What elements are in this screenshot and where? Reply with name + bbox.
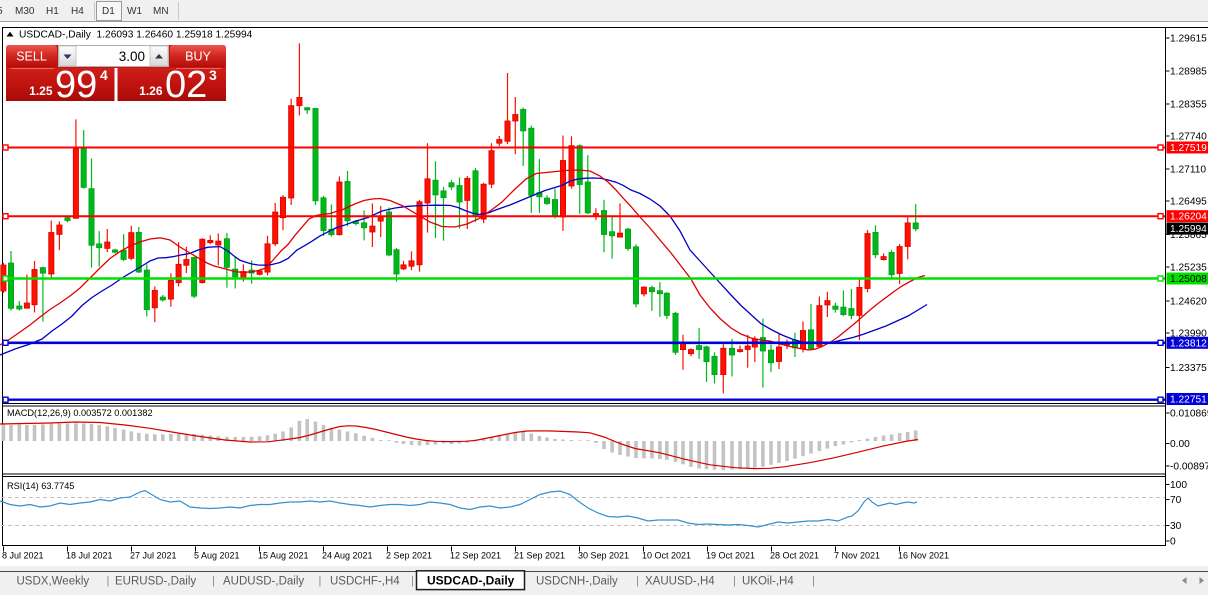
- svg-text:12 Sep 2021: 12 Sep 2021: [450, 551, 501, 561]
- svg-text:30 Sep 2021: 30 Sep 2021: [578, 551, 629, 561]
- svg-text:0.00: 0.00: [1170, 439, 1190, 450]
- svg-text:1.22751: 1.22751: [1170, 395, 1207, 406]
- svg-text:1.29615: 1.29615: [1170, 34, 1207, 45]
- svg-text:UKOil-,H4: UKOil-,H4: [742, 576, 794, 588]
- svg-text:USDCAD-,Daily: USDCAD-,Daily: [427, 574, 515, 588]
- svg-text:1.24620: 1.24620: [1170, 297, 1207, 308]
- svg-text:21 Sep 2021: 21 Sep 2021: [514, 551, 565, 561]
- svg-text:15 Aug 2021: 15 Aug 2021: [258, 551, 309, 561]
- svg-text:|: |: [212, 575, 215, 587]
- svg-text:5: 5: [0, 6, 3, 17]
- svg-text:BUY: BUY: [185, 50, 211, 64]
- svg-text:2 Sep 2021: 2 Sep 2021: [386, 551, 432, 561]
- svg-text:|: |: [319, 575, 322, 587]
- svg-text:W1: W1: [127, 6, 142, 17]
- svg-text:1.27110: 1.27110: [1170, 165, 1206, 176]
- svg-text:18 Jul 2021: 18 Jul 2021: [66, 551, 113, 561]
- svg-text:1.27740: 1.27740: [1170, 132, 1207, 143]
- svg-text:100: 100: [1170, 480, 1187, 491]
- svg-text:MN: MN: [153, 6, 169, 17]
- svg-text:4: 4: [100, 67, 108, 83]
- svg-text:1.26: 1.26: [139, 84, 163, 98]
- svg-text:RSI(14) 63.7745: RSI(14) 63.7745: [7, 481, 74, 491]
- svg-text:99: 99: [55, 64, 97, 106]
- svg-text:1.26204: 1.26204: [1170, 212, 1207, 223]
- svg-text:D1: D1: [102, 6, 115, 17]
- svg-text:H1: H1: [46, 6, 59, 17]
- svg-text:USDCHF-,H4: USDCHF-,H4: [330, 576, 400, 588]
- svg-text:M30: M30: [15, 6, 35, 17]
- svg-text:1.27519: 1.27519: [1170, 143, 1207, 154]
- svg-text:1.25994: 1.25994: [1170, 224, 1207, 235]
- svg-text:|: |: [636, 575, 639, 587]
- svg-text:16 Nov 2021: 16 Nov 2021: [898, 551, 949, 561]
- svg-text:1.28985: 1.28985: [1170, 67, 1207, 78]
- svg-text:10 Oct 2021: 10 Oct 2021: [642, 551, 691, 561]
- svg-text:8 Jul 2021: 8 Jul 2021: [2, 551, 44, 561]
- svg-text:3: 3: [209, 67, 217, 83]
- svg-text:|: |: [411, 575, 414, 587]
- svg-text:70: 70: [1170, 495, 1182, 506]
- svg-text:1.25008: 1.25008: [1170, 274, 1207, 285]
- svg-text:H4: H4: [71, 6, 84, 17]
- svg-text:1.25: 1.25: [29, 84, 53, 98]
- svg-text:1.28355: 1.28355: [1170, 100, 1207, 111]
- svg-text:USDX,Weekly: USDX,Weekly: [17, 576, 90, 588]
- svg-text:|: |: [107, 575, 110, 587]
- svg-text:19 Oct 2021: 19 Oct 2021: [706, 551, 755, 561]
- svg-text:28 Oct 2021: 28 Oct 2021: [770, 551, 819, 561]
- svg-text:EURUSD-,Daily: EURUSD-,Daily: [115, 576, 196, 588]
- svg-text:1.25235: 1.25235: [1170, 263, 1207, 274]
- svg-text:USDCNH-,Daily: USDCNH-,Daily: [536, 576, 618, 588]
- svg-text:|: |: [812, 575, 815, 587]
- svg-text:1.23375: 1.23375: [1170, 363, 1207, 374]
- svg-text:27 Jul 2021: 27 Jul 2021: [130, 551, 177, 561]
- svg-text:1.23990: 1.23990: [1170, 329, 1207, 340]
- svg-text:-0.008974: -0.008974: [1170, 462, 1208, 473]
- svg-text:0.010869: 0.010869: [1170, 409, 1208, 420]
- svg-text:XAUUSD-,H4: XAUUSD-,H4: [645, 576, 715, 588]
- svg-text:|: |: [733, 575, 736, 587]
- svg-text:24 Aug 2021: 24 Aug 2021: [322, 551, 373, 561]
- svg-text:1.23812: 1.23812: [1170, 338, 1207, 349]
- svg-text:1.25865: 1.25865: [1170, 230, 1207, 241]
- svg-text:MACD(12,26,9) 0.003572 0.00138: MACD(12,26,9) 0.003572 0.001382: [7, 408, 153, 418]
- svg-text:3.00: 3.00: [119, 49, 145, 64]
- svg-text:30: 30: [1170, 521, 1182, 532]
- svg-text:1.26495: 1.26495: [1170, 197, 1207, 208]
- svg-text:SELL: SELL: [16, 50, 47, 64]
- svg-text:AUDUSD-,Daily: AUDUSD-,Daily: [223, 576, 304, 588]
- svg-text:02: 02: [165, 64, 207, 106]
- svg-text:USDCAD-,Daily 1.26093 1.26460: USDCAD-,Daily 1.26093 1.26460 1.25918 1.…: [19, 30, 253, 41]
- svg-text:5 Aug 2021: 5 Aug 2021: [194, 551, 240, 561]
- svg-text:7 Nov 2021: 7 Nov 2021: [834, 551, 880, 561]
- svg-text:0: 0: [1170, 537, 1176, 548]
